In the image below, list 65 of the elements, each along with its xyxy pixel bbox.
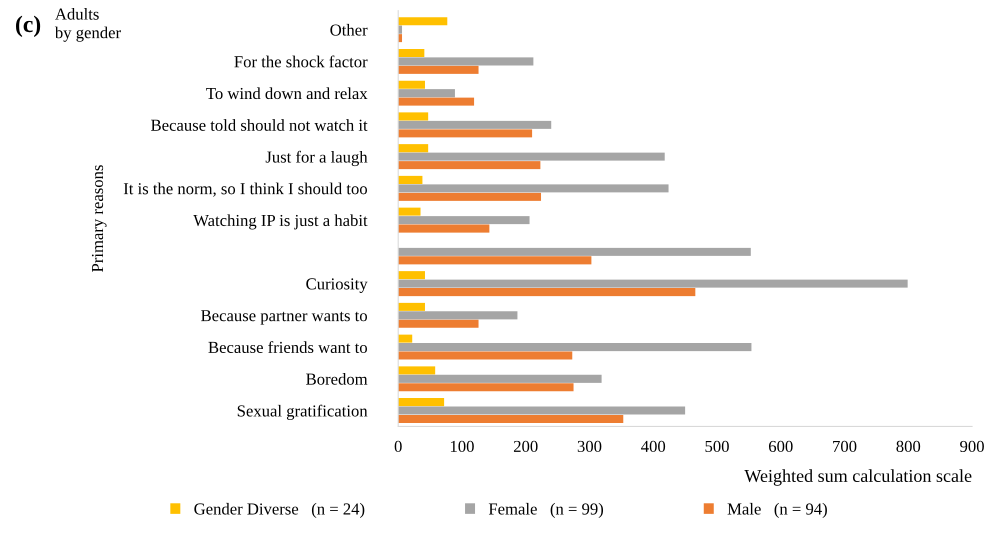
x-tick-label: 700	[833, 440, 856, 452]
bar	[398, 374, 602, 383]
y-tick-label: Boredom	[306, 373, 368, 385]
x-tick-label: 400	[641, 440, 666, 452]
bar	[398, 366, 436, 374]
bar	[398, 66, 479, 74]
bar	[398, 80, 425, 89]
x-tick-label: 0	[394, 440, 402, 452]
bar	[398, 288, 696, 296]
y-tick-label: Other	[330, 24, 368, 36]
x-axis-title: Weighted sum calculation scale	[744, 469, 972, 486]
bar	[398, 302, 425, 311]
bar	[398, 129, 532, 138]
bar	[398, 406, 686, 415]
bar	[398, 352, 572, 360]
bar	[398, 334, 412, 343]
text: Adults by gender	[54, 8, 121, 42]
bar	[398, 57, 534, 66]
bar	[398, 383, 574, 392]
bar	[398, 184, 669, 192]
y-tick-label: For the shock factor	[234, 55, 368, 68]
y-tick-label: Sexual gratification	[238, 404, 368, 420]
y-tick-label: It is the norm, so I think I should too	[124, 182, 368, 197]
bar	[398, 120, 552, 129]
bar	[398, 98, 474, 106]
y-tick-label: Because friends want to	[208, 341, 368, 354]
bar	[398, 343, 752, 352]
bar	[398, 256, 592, 264]
text: (c)	[16, 16, 40, 38]
bar	[398, 112, 428, 120]
x-tick-label: 200	[514, 440, 538, 452]
bar	[398, 248, 751, 256]
x-tick-label: 600	[768, 440, 793, 452]
x-tick-label: 800	[896, 440, 920, 452]
y-tick-label: Because told should not watch it	[151, 119, 368, 131]
y-tick-label: Watching IP is just a habit	[193, 214, 368, 230]
bar	[398, 414, 624, 424]
bar	[398, 144, 428, 152]
bar	[398, 48, 424, 57]
bar	[398, 280, 908, 288]
bar	[398, 398, 444, 406]
bar	[398, 152, 665, 161]
bar	[398, 271, 425, 280]
x-tick-label: 500	[705, 440, 729, 452]
bar	[398, 161, 540, 170]
y-tick-label: Curiosity	[306, 278, 368, 293]
bar	[398, 192, 542, 201]
bar	[398, 89, 455, 98]
bar	[398, 216, 530, 224]
y-tick-label: Just for a laugh	[266, 150, 368, 166]
x-tick-label: 900	[960, 440, 984, 452]
bar	[398, 311, 518, 320]
bar	[398, 17, 448, 26]
legend-label: Female (n = 99)	[488, 502, 604, 518]
legend-label: Gender Diverse (n = 24)	[194, 502, 364, 518]
y-tick-label: To wind down and relax	[206, 87, 368, 100]
bar	[398, 208, 421, 216]
y-tick-label: Because partner wants to	[201, 310, 368, 325]
y-axis-title: Primary reasons	[92, 165, 107, 272]
x-tick-label: 300	[578, 440, 602, 452]
bar	[398, 176, 422, 184]
legend-label: Male (n = 94)	[728, 502, 827, 518]
bar	[398, 320, 479, 328]
bar	[398, 224, 490, 233]
x-tick-label: 100	[450, 440, 474, 452]
